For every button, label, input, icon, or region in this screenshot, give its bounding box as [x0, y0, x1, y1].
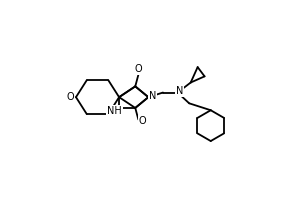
Text: NH: NH: [107, 106, 122, 116]
Text: O: O: [138, 116, 146, 126]
Text: O: O: [134, 64, 142, 74]
Text: N: N: [148, 91, 156, 101]
Text: N: N: [176, 86, 184, 96]
Text: O: O: [67, 92, 74, 102]
